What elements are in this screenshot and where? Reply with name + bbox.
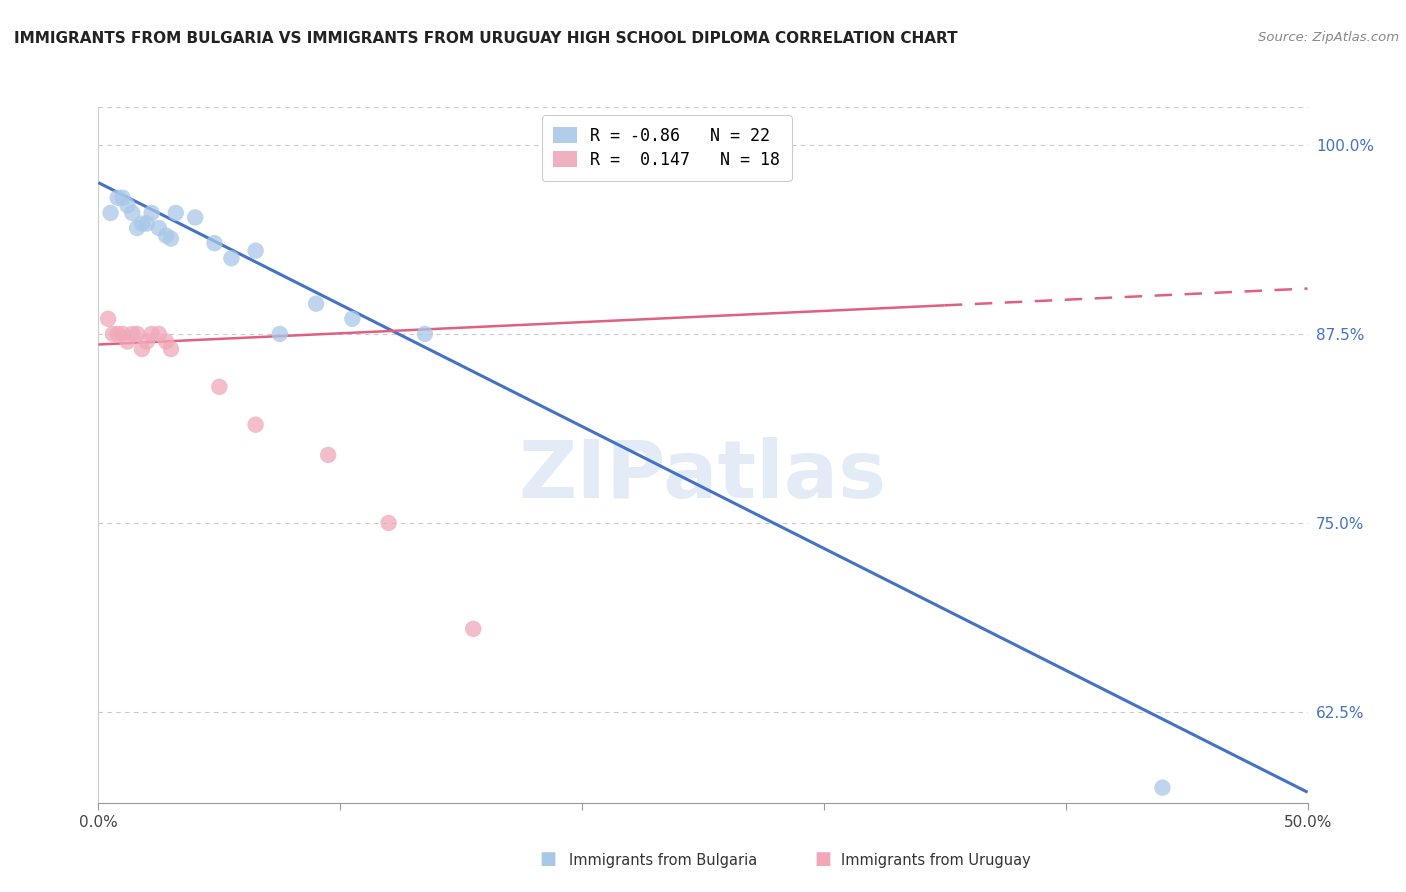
Point (101, 326, 124, 341)
Point (1152, 780, 1174, 795)
Text: IMMIGRANTS FROM BULGARIA VS IMMIGRANTS FROM URUGUAY HIGH SCHOOL DIPLOMA CORRELAT: IMMIGRANTS FROM BULGARIA VS IMMIGRANTS F… (14, 31, 957, 46)
Point (208, 380, 231, 394)
Point (221, 252, 243, 266)
Point (160, 342, 183, 356)
Point (155, 334, 177, 349)
Point (127, 221, 149, 235)
Point (155, 228, 177, 243)
Point (377, 516, 399, 530)
Point (316, 448, 339, 462)
Point (135, 217, 157, 231)
Point (160, 232, 183, 246)
Point (100, 206, 122, 220)
Text: ■: ■ (540, 850, 557, 868)
Point (184, 211, 207, 225)
Legend: R = -0.86   N = 22, R =  0.147   N = 18: R = -0.86 N = 22, R = 0.147 N = 18 (541, 115, 792, 180)
Point (342, 311, 364, 326)
Text: ZIPatlas: ZIPatlas (519, 437, 887, 515)
Point (107, 326, 129, 341)
Point (148, 326, 170, 341)
Point (111, 326, 134, 341)
Point (165, 206, 187, 220)
Point (463, 622, 485, 636)
Text: Immigrants from Uruguay: Immigrants from Uruguay (841, 853, 1031, 868)
Text: Source: ZipAtlas.com: Source: ZipAtlas.com (1258, 31, 1399, 45)
Point (141, 206, 163, 220)
Point (127, 326, 149, 341)
Point (269, 326, 291, 341)
Point (135, 334, 157, 349)
Point (141, 326, 163, 341)
Point (117, 334, 139, 349)
Point (204, 236, 226, 251)
Point (121, 206, 143, 220)
Point (413, 326, 436, 341)
Point (245, 244, 267, 258)
Point (117, 198, 139, 212)
Point (305, 296, 328, 310)
Point (131, 342, 153, 356)
Point (245, 417, 267, 432)
Point (97, 311, 120, 326)
Point (148, 221, 170, 235)
Text: ■: ■ (814, 850, 831, 868)
Point (107, 191, 129, 205)
Point (111, 191, 134, 205)
Point (131, 217, 153, 231)
Text: Immigrants from Bulgaria: Immigrants from Bulgaria (569, 853, 758, 868)
Point (121, 326, 143, 341)
